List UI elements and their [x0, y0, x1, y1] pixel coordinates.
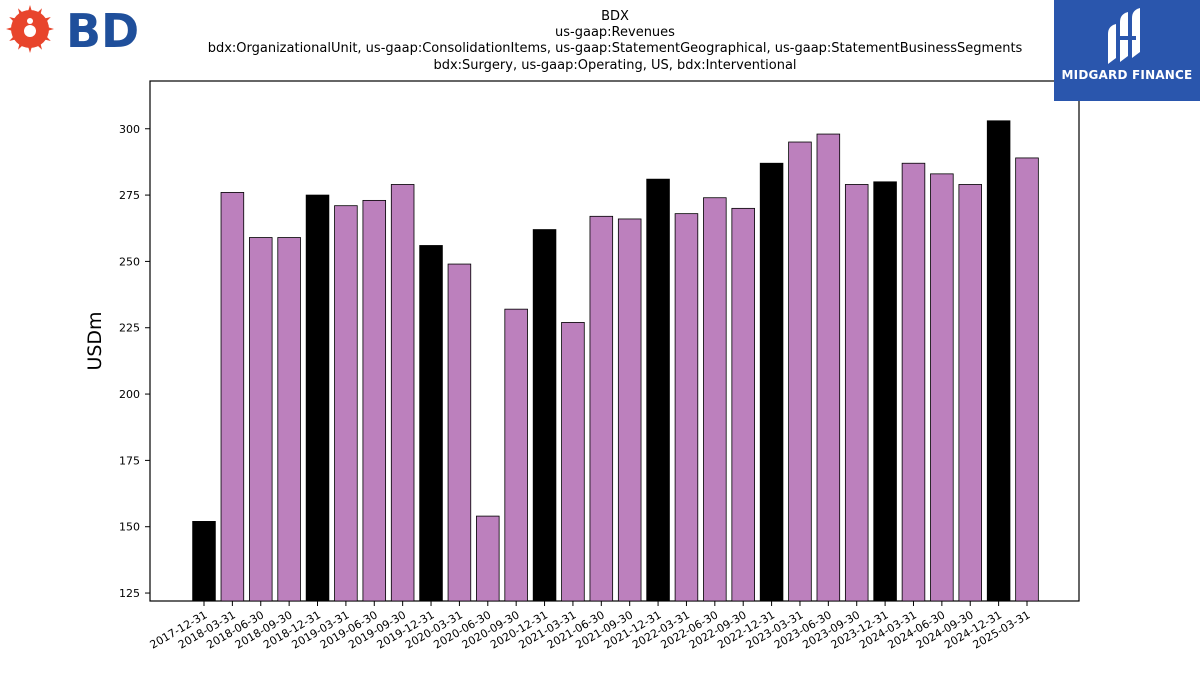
y-tick-label: 300	[119, 123, 140, 136]
bar	[277, 237, 301, 602]
chart-title: BDXus-gaap:Revenuesbdx:OrganizationalUni…	[208, 9, 1023, 73]
bar	[561, 322, 585, 602]
midgard-finance-logo: MIDGARD FINANCE	[1054, 0, 1200, 101]
bar	[390, 184, 415, 602]
y-tick-label: 125	[119, 587, 140, 600]
chart-title-line: us-gaap:Revenues	[555, 25, 675, 40]
bar	[703, 197, 727, 602]
bar	[476, 515, 500, 602]
chart-title-line: BDX	[601, 9, 629, 24]
midgard-mark-icon	[1108, 8, 1140, 64]
bars	[192, 120, 1039, 602]
bar	[901, 162, 926, 602]
y-tick-label: 200	[119, 388, 140, 401]
bar	[334, 205, 358, 602]
bar	[958, 184, 982, 602]
bar	[1015, 157, 1039, 602]
bar	[504, 308, 528, 602]
bd-sunburst-icon	[6, 5, 54, 53]
y-tick-label: 175	[119, 454, 140, 467]
y-tick-label: 275	[119, 189, 140, 202]
bar	[930, 173, 954, 602]
bar	[220, 192, 245, 602]
y-tick-label: 225	[119, 322, 140, 335]
bar	[759, 162, 784, 602]
bar	[788, 141, 812, 602]
bd-logo-text: BD	[66, 4, 139, 58]
bar	[986, 120, 1011, 602]
y-axis: 125 150 175 200 225 250 275 300	[119, 123, 150, 600]
y-axis-label: USDm	[84, 311, 106, 370]
chart-title-line: bdx:Surgery, us-gaap:Operating, US, bdx:…	[433, 58, 796, 73]
bar	[674, 213, 699, 602]
y-tick-label: 250	[119, 255, 140, 268]
bar	[873, 181, 897, 602]
x-axis: 2017-12-312018-03-312018-06-302018-09-30…	[148, 601, 1033, 652]
bar	[816, 133, 841, 602]
bar	[447, 263, 472, 602]
bar	[646, 178, 670, 602]
y-tick-label: 150	[119, 521, 140, 534]
bar	[419, 245, 443, 602]
plot-area	[149, 80, 1080, 602]
bar	[532, 229, 557, 602]
bd-logo: BD	[6, 4, 139, 58]
chart-title-line: bdx:OrganizationalUnit, us-gaap:Consolid…	[208, 41, 1023, 56]
bar	[617, 218, 642, 602]
midgard-finance-text: MIDGARD FINANCE	[1061, 68, 1193, 82]
bar	[589, 215, 614, 602]
bar	[305, 194, 330, 602]
bar	[192, 521, 216, 602]
bar	[362, 199, 387, 602]
bar	[731, 207, 755, 602]
bar	[249, 237, 273, 602]
bar	[844, 184, 869, 602]
